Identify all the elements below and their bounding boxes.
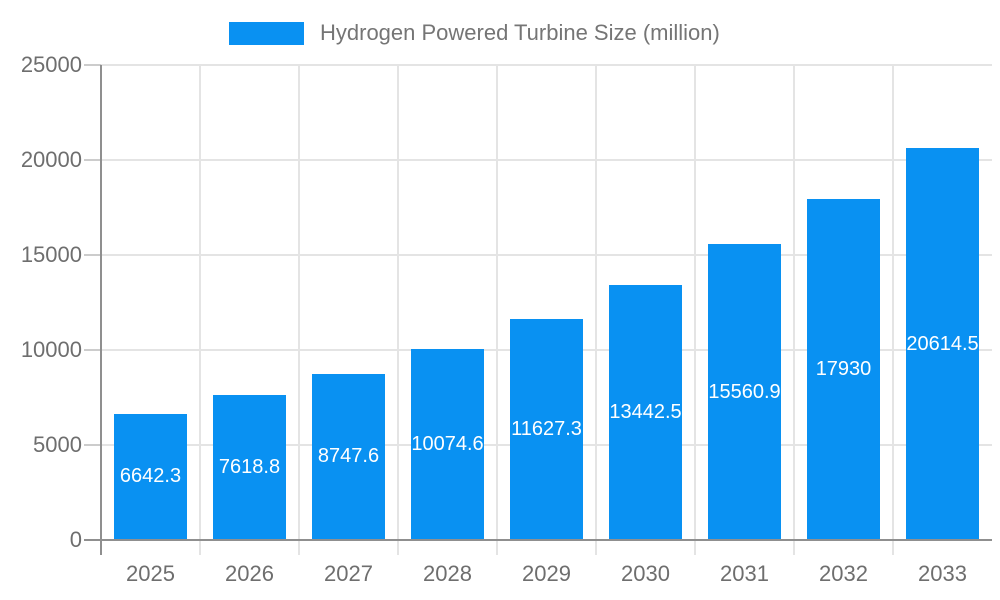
- y-tick-mark: [84, 444, 101, 446]
- bar-value-label: 10074.6: [411, 432, 484, 455]
- bar: 17930: [807, 199, 880, 540]
- bar: 6642.3: [114, 413, 187, 540]
- x-tick-label: 2026: [225, 561, 274, 586]
- x-tick-label: 2028: [423, 561, 472, 586]
- y-gridline: [101, 254, 992, 256]
- x-tick-label: 2027: [324, 561, 373, 586]
- x-tick-label: 2032: [819, 561, 868, 586]
- y-tick-label: 20000: [20, 147, 82, 172]
- x-tick-label: 2025: [126, 561, 175, 586]
- y-axis-line: [100, 65, 102, 555]
- legend-swatch: [229, 22, 304, 45]
- bar: 13442.5: [609, 284, 682, 540]
- y-gridline: [101, 64, 992, 66]
- x-tick-label: 2031: [720, 561, 769, 586]
- x-gridline: [496, 65, 498, 555]
- bar: 15560.9: [708, 244, 781, 540]
- bar-value-label: 7618.8: [218, 456, 281, 479]
- x-gridline: [397, 65, 399, 555]
- bar: 11627.3: [510, 319, 583, 540]
- x-gridline: [595, 65, 597, 555]
- x-gridline: [199, 65, 201, 555]
- bar-value-label: 11627.3: [511, 418, 582, 441]
- bar-value-label: 17930: [815, 358, 872, 381]
- x-tick-label: 2033: [918, 561, 967, 586]
- y-tick-label: 15000: [20, 242, 82, 267]
- x-gridline: [892, 65, 894, 555]
- y-tick-mark: [84, 64, 101, 66]
- y-tick-label: 0: [69, 527, 82, 552]
- x-tick-label: 2030: [621, 561, 670, 586]
- chart-legend[interactable]: Hydrogen Powered Turbine Size (million): [0, 0, 1000, 52]
- bar: 20614.5: [906, 148, 979, 540]
- y-tick-label: 10000: [20, 337, 82, 362]
- bar: 10074.6: [411, 348, 484, 540]
- bar-value-label: 13442.5: [609, 400, 682, 423]
- bar-value-label: 20614.5: [906, 332, 979, 355]
- y-tick-mark: [84, 349, 101, 351]
- y-tick-mark: [84, 254, 101, 256]
- x-gridline: [298, 65, 300, 555]
- bar: 7618.8: [213, 395, 286, 540]
- x-axis-line: [84, 539, 992, 541]
- bar: 8747.6: [312, 373, 385, 540]
- y-gridline: [101, 159, 992, 161]
- x-gridline: [694, 65, 696, 555]
- bar-value-label: 15560.9: [708, 380, 781, 403]
- y-tick-mark: [84, 159, 101, 161]
- y-tick-label: 25000: [20, 52, 82, 77]
- x-gridline: [793, 65, 795, 555]
- x-tick-label: 2029: [522, 561, 571, 586]
- bar-value-label: 6642.3: [119, 465, 182, 488]
- bar-value-label: 8747.6: [317, 445, 380, 468]
- legend-label: Hydrogen Powered Turbine Size (million): [320, 20, 720, 45]
- y-tick-label: 5000: [33, 432, 82, 457]
